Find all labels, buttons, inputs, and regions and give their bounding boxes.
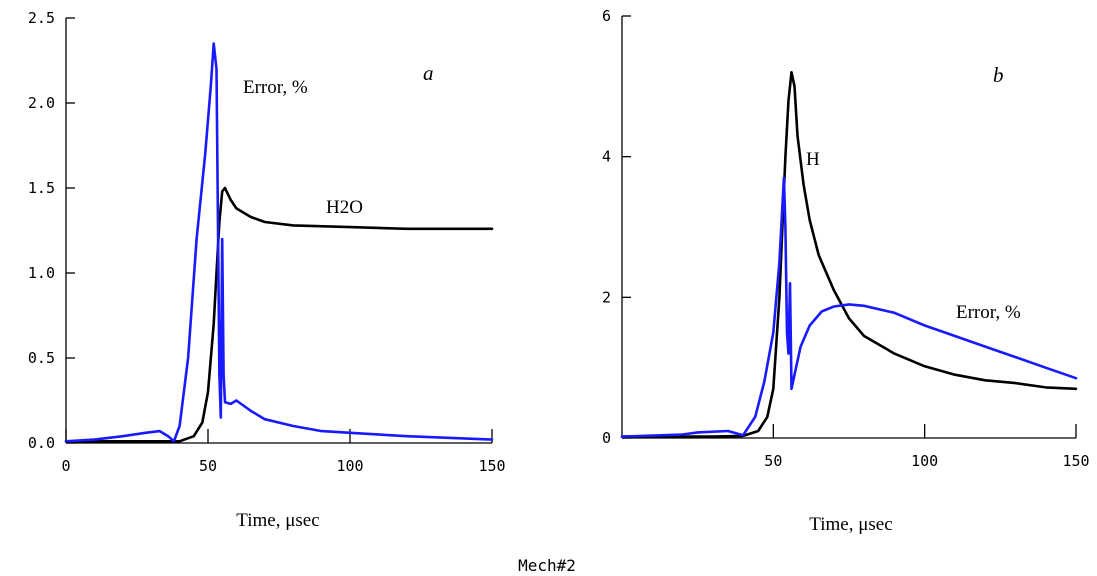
panel-a-y-tick-label: 1.0: [28, 264, 55, 282]
panel-a-x-tick-label: 100: [336, 457, 363, 475]
panel-b: 50 100 150 0 2 4 6 b H Error, % Time, μsec: [602, 7, 1090, 535]
panel-b-x-axis-title: Time, μsec: [809, 514, 892, 535]
panel-a-annotation-h2o: H2O: [326, 197, 363, 218]
panel-a-x-axis-title: Time, μsec: [236, 510, 319, 531]
panel-a-x-tick-label: 50: [199, 457, 217, 475]
panel-a-y-tick-label: 0.0: [28, 434, 55, 452]
panel-b-x-tick-label: 150: [1062, 452, 1089, 470]
panel-a-annotation-error: Error, %: [243, 77, 308, 98]
panel-a-y-tick-label: 2.5: [28, 9, 55, 27]
panel-b-y-tick-label: 2: [602, 288, 611, 306]
panel-a-y-tick-label: 2.0: [28, 94, 55, 112]
panel-a-series-error: [64, 42, 494, 443]
panel-b-annotation-h: H: [806, 149, 820, 170]
panel-b-annotation-error: Error, %: [956, 302, 1021, 323]
panel-a-x-tick-label: 0: [61, 457, 70, 475]
panel-b-series-error: [620, 176, 1078, 438]
panel-a-y-tick-label: 1.5: [28, 179, 55, 197]
panel-a: 0 50 100 150 0.0 0.5 1.0 1.5 2.0 2.5 a Error, % H…: [28, 9, 506, 531]
panel-b-label: b: [993, 63, 1004, 87]
panel-b-y-tick-label: 4: [602, 148, 611, 166]
panel-a-label: a: [423, 61, 434, 85]
panel-b-x-tick-label: 100: [911, 452, 938, 470]
panel-a-x-tick-label: 150: [478, 457, 505, 475]
figure-caption: Mech#2: [518, 556, 576, 575]
panel-b-y-tick-label: 0: [602, 429, 611, 447]
panel-b-series-h: [620, 71, 1078, 438]
panel-a-series-h2o: [64, 186, 494, 443]
panel-b-y-tick-label: 6: [602, 7, 611, 25]
panel-a-y-tick-label: 0.5: [28, 349, 55, 367]
panel-b-x-tick-label: 50: [764, 452, 782, 470]
